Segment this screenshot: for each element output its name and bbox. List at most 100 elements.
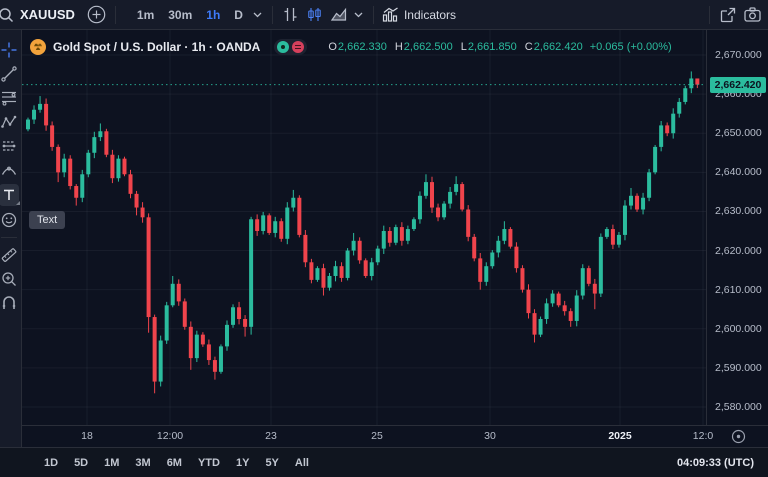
change-value: +0.065 (+0.00%) bbox=[589, 41, 672, 53]
range-button-6M[interactable]: 6M bbox=[166, 456, 182, 469]
magnet-icon[interactable] bbox=[0, 291, 19, 315]
range-button-5D[interactable]: 5D bbox=[74, 456, 89, 469]
share-icon[interactable] bbox=[716, 3, 740, 27]
candle-body bbox=[659, 125, 664, 147]
price-tick-label: 2,650.000 bbox=[715, 127, 762, 140]
candle-body bbox=[152, 317, 157, 382]
candle-body bbox=[110, 154, 115, 179]
price-tick-label: 2,580.000 bbox=[715, 401, 762, 413]
time-tick-label: 30 bbox=[484, 430, 496, 442]
symbol-title[interactable]: Gold Spot / U.S. Dollar · 1h · OANDA bbox=[53, 40, 261, 54]
style-chevron-down-icon[interactable] bbox=[351, 3, 367, 27]
candle-body bbox=[164, 305, 169, 341]
candle-body bbox=[68, 158, 73, 187]
candle-body bbox=[249, 219, 254, 327]
symbol-search-icon[interactable] bbox=[0, 3, 18, 27]
time-axis[interactable]: 18 12:00 23 25 30 2025 12:0 bbox=[22, 425, 768, 447]
candles-style-icon[interactable] bbox=[303, 3, 327, 27]
candle-body bbox=[218, 346, 223, 372]
area-chart-style-icon[interactable] bbox=[327, 3, 351, 27]
symbol-name[interactable]: XAUUSD bbox=[20, 7, 75, 22]
candle-body bbox=[128, 174, 133, 194]
candle-body bbox=[62, 158, 67, 173]
crosshair-icon[interactable] bbox=[0, 38, 19, 62]
candle-body bbox=[472, 236, 477, 259]
interval-button-1m[interactable]: 1m bbox=[136, 7, 155, 22]
interval-button-30m[interactable]: 30m bbox=[168, 7, 193, 22]
candle-body bbox=[647, 172, 652, 198]
candle-body bbox=[206, 344, 211, 361]
candle-body bbox=[616, 234, 621, 245]
timezone-target-icon[interactable] bbox=[731, 429, 746, 444]
candle-body bbox=[478, 258, 483, 282]
close-value: 2,662.420 bbox=[533, 41, 583, 53]
candle-body bbox=[32, 109, 37, 120]
tool-tooltip: Text bbox=[29, 211, 66, 229]
range-button-1M[interactable]: 1M bbox=[104, 456, 120, 469]
candle-body bbox=[369, 262, 374, 276]
range-button-3M[interactable]: 3M bbox=[135, 456, 151, 469]
candle-body bbox=[237, 307, 242, 319]
trend-line-icon[interactable] bbox=[0, 62, 19, 86]
candle-body bbox=[393, 227, 398, 243]
range-button-1Y[interactable]: 1Y bbox=[235, 456, 250, 469]
date-range-buttons: 1D 5D 1M 3M 6M YTD 1Y 5Y All bbox=[44, 457, 309, 469]
candle-body bbox=[231, 307, 236, 325]
clock[interactable]: 04:09:33 (UTC) bbox=[676, 456, 754, 469]
interval-chevron-down-icon[interactable] bbox=[250, 3, 266, 27]
ohlc-bars-style-icon[interactable] bbox=[279, 3, 303, 27]
candle-body bbox=[255, 219, 260, 231]
candle-body bbox=[381, 231, 386, 249]
current-price-label: 2,662.420 bbox=[710, 76, 766, 93]
candle-body bbox=[586, 268, 591, 284]
candle-body bbox=[490, 252, 495, 267]
candle-body bbox=[544, 303, 549, 319]
candle-body bbox=[188, 326, 193, 359]
candle-body bbox=[689, 78, 694, 89]
legend-more-button[interactable] bbox=[292, 41, 305, 53]
text-tool-button[interactable] bbox=[0, 184, 20, 206]
candle-body bbox=[695, 78, 700, 85]
fib-retracement-icon[interactable] bbox=[0, 86, 19, 110]
indicators-button[interactable]: Indicators bbox=[382, 7, 456, 22]
candle-body bbox=[448, 191, 453, 204]
zoom-in-icon[interactable] bbox=[0, 267, 19, 291]
range-button-5Y[interactable]: 5Y bbox=[265, 456, 279, 469]
high-label: H bbox=[394, 41, 403, 53]
screenshot-camera-icon[interactable] bbox=[740, 3, 764, 27]
range-button-All[interactable]: All bbox=[294, 456, 309, 469]
candle-body bbox=[484, 266, 489, 282]
emoji-icon[interactable] bbox=[0, 208, 19, 232]
candle-body bbox=[466, 209, 471, 237]
candlestick-chart[interactable] bbox=[22, 30, 706, 425]
candle-body bbox=[629, 195, 633, 206]
range-button-YTD[interactable]: YTD bbox=[197, 456, 220, 469]
interval-button-1h[interactable]: 1h bbox=[206, 7, 221, 22]
low-value: 2,661.850 bbox=[467, 41, 517, 53]
compare-add-icon[interactable] bbox=[85, 3, 109, 27]
chart-legend: Gold Spot / U.S. Dollar · 1h · OANDA O 2,… bbox=[30, 39, 672, 55]
candle-body bbox=[176, 283, 181, 302]
candle-body bbox=[610, 229, 615, 245]
candle-body bbox=[526, 289, 531, 314]
curve-icon[interactable] bbox=[0, 158, 19, 182]
ruler-icon[interactable] bbox=[0, 243, 19, 267]
price-tick-label: 2,630.000 bbox=[715, 205, 762, 218]
xabcd-pattern-icon[interactable] bbox=[0, 110, 19, 134]
interval-button-D[interactable]: D bbox=[234, 7, 243, 22]
forecast-icon[interactable] bbox=[0, 134, 19, 158]
candle-body bbox=[285, 207, 290, 239]
toolbar-divider bbox=[271, 5, 273, 24]
candle-body bbox=[182, 301, 187, 327]
visibility-toggle-button[interactable] bbox=[277, 41, 290, 53]
candle-body bbox=[436, 207, 441, 218]
candle-body bbox=[309, 262, 314, 280]
candle-body bbox=[92, 137, 97, 153]
price-axis[interactable]: 2,670.000 2,660.000 2,650.000 2,640.000 2,63… bbox=[706, 30, 768, 425]
time-tick-label: 12:0 bbox=[692, 430, 714, 442]
candle-body bbox=[122, 158, 127, 175]
candle-body bbox=[44, 103, 49, 126]
candle-body bbox=[363, 260, 368, 276]
range-button-1D[interactable]: 1D bbox=[44, 456, 59, 469]
